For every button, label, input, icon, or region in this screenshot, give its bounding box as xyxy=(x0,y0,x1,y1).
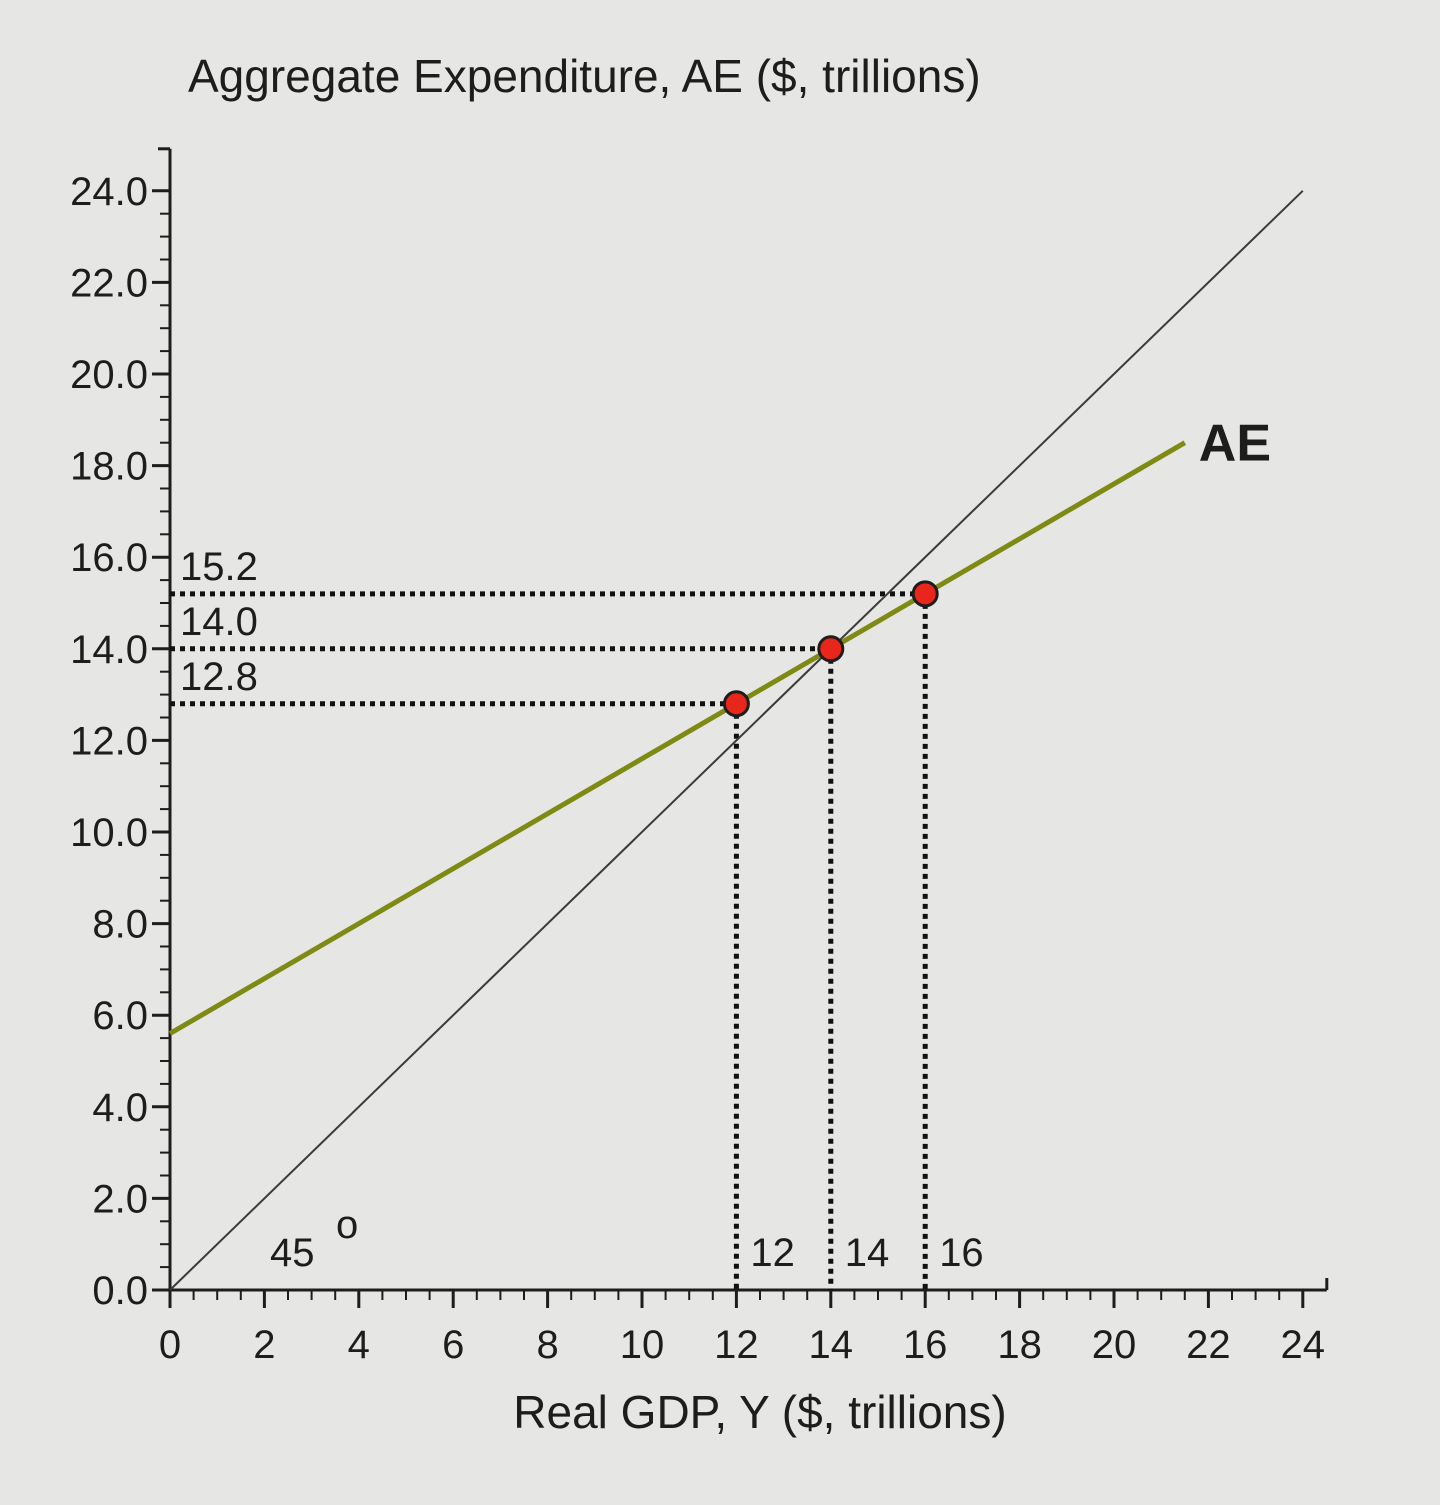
x-tick-label: 8 xyxy=(536,1323,558,1367)
y-tick-label: 22.0 xyxy=(70,261,148,305)
y-tick-label: 10.0 xyxy=(70,811,148,855)
y-tick-label: 16.0 xyxy=(70,536,148,580)
angle-label: 45 xyxy=(270,1231,315,1275)
equilibrium-point xyxy=(722,690,750,718)
x-value-label: 16 xyxy=(939,1231,984,1275)
y-tick-label: 8.0 xyxy=(92,903,148,947)
x-value-label: 12 xyxy=(750,1231,795,1275)
y-value-label: 15.2 xyxy=(180,545,258,589)
equilibrium-point xyxy=(817,635,845,663)
y-tick-label: 14.0 xyxy=(70,628,148,672)
forty-five-degree-line xyxy=(169,190,1304,1291)
ae-line xyxy=(168,440,1187,1036)
annotations: 12.8 12 14.0 14 15.2 16 AE 45 o xyxy=(180,415,1271,1275)
x-tick-label: 24 xyxy=(1281,1323,1326,1367)
y-tick-label: 2.0 xyxy=(92,1177,148,1221)
x-value-label: 14 xyxy=(845,1231,890,1275)
x-tick-label: 4 xyxy=(348,1323,370,1367)
x-axis-title: Real GDP, Y ($, trillions) xyxy=(513,1386,1006,1438)
y-value-label: 14.0 xyxy=(180,600,258,644)
y-tick-label: 0.0 xyxy=(92,1269,148,1313)
y-tick-label: 12.0 xyxy=(70,719,148,763)
x-tick-label: 14 xyxy=(809,1323,854,1367)
series-lines xyxy=(168,190,1304,1291)
y-tick-label: 4.0 xyxy=(92,1086,148,1130)
x-tick-label: 12 xyxy=(714,1323,759,1367)
x-tick-label: 16 xyxy=(903,1323,948,1367)
points xyxy=(722,580,939,718)
x-tick-label: 10 xyxy=(620,1323,665,1367)
x-tick-label: 6 xyxy=(442,1323,464,1367)
y-tick-label: 20.0 xyxy=(70,353,148,397)
x-tick-label: 2 xyxy=(253,1323,275,1367)
axes: 0 2 4 6 8 10 12 14 16 18 20 22 240.02.04.06.08.010.0… xyxy=(70,147,1329,1367)
degree-sign: o xyxy=(336,1203,358,1247)
guide-lines xyxy=(170,591,928,1290)
x-tick-label: 0 xyxy=(159,1323,181,1367)
ae-curve-label: AE xyxy=(1199,415,1271,473)
y-tick-label: 18.0 xyxy=(70,445,148,489)
y-value-label: 12.8 xyxy=(180,655,258,699)
y-tick-label: 6.0 xyxy=(92,994,148,1038)
y-axis-title: Aggregate Expenditure, AE ($, trillions) xyxy=(188,50,981,102)
x-tick-label: 22 xyxy=(1186,1323,1231,1367)
x-tick-label: 18 xyxy=(997,1323,1042,1367)
x-tick-label: 20 xyxy=(1092,1323,1137,1367)
equilibrium-point xyxy=(911,580,939,608)
y-tick-label: 24.0 xyxy=(70,170,148,214)
